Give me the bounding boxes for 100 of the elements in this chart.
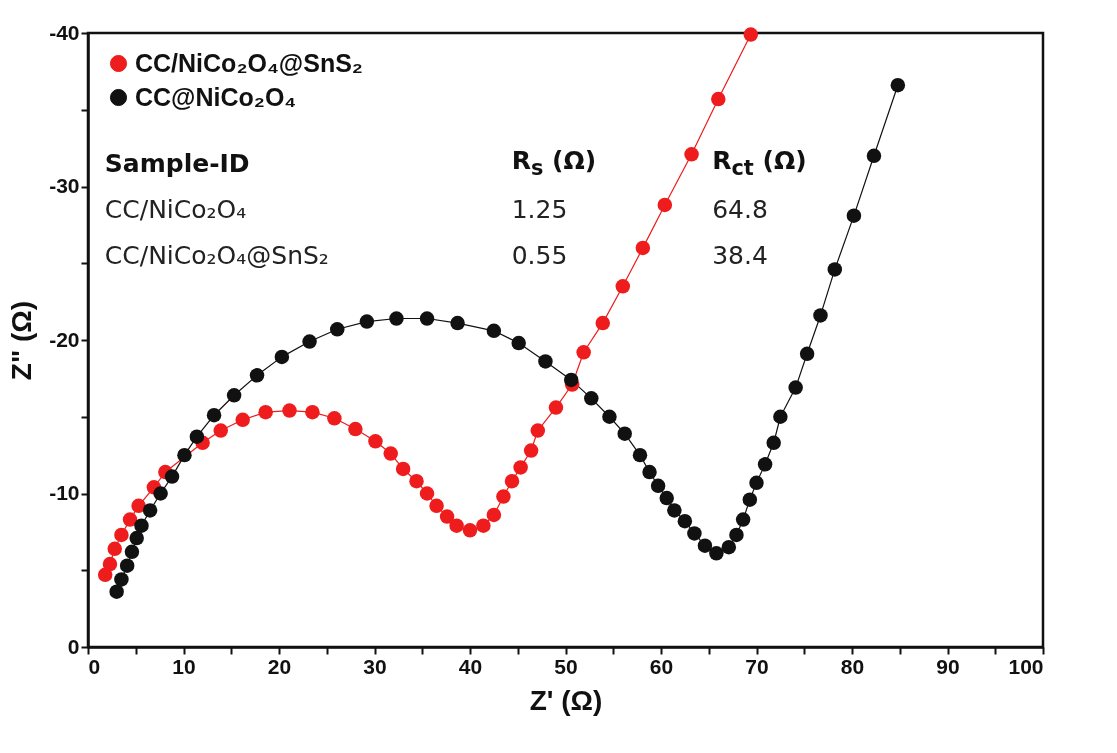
point [496,489,511,504]
point [687,526,702,541]
point [866,148,882,164]
point [659,490,674,506]
annotation: Sample-ID [104,148,250,178]
x-tick-label: 60 [649,654,674,678]
point [124,544,140,560]
point [383,446,398,461]
point [766,435,781,451]
point [711,91,726,107]
point [368,434,383,449]
point [584,391,599,406]
annotation: 38.4 [712,240,768,270]
point [642,464,657,480]
point [114,527,129,543]
point [327,411,342,426]
point [709,546,724,561]
point [684,147,699,162]
point [102,556,118,572]
point [788,380,803,395]
point [742,492,758,507]
point [563,372,579,388]
point [439,509,455,524]
x-tick-label: 30 [363,654,387,678]
point [429,498,444,514]
y-axis-title: Z" (Ω) [6,300,38,381]
point [131,498,146,514]
y-tick-label: 0 [67,634,80,658]
point [548,400,564,415]
point [773,409,788,424]
legend-label: CC@NiCo₂O₄ [135,82,297,111]
point [419,311,435,326]
point [235,412,250,428]
point [576,345,591,360]
x-tick-label: 50 [554,654,578,678]
point [348,421,363,437]
point [462,523,478,538]
point [258,404,273,420]
annotation: CC/NiCo₂O₄ [104,194,247,224]
point [757,457,773,472]
point [617,426,632,441]
point [330,322,345,337]
point [743,27,759,42]
point [667,503,682,518]
y-tick-label: -30 [49,174,80,197]
point [657,197,673,213]
x-tick-label: 10 [172,654,196,678]
point [650,478,666,494]
point [122,512,138,527]
point [129,530,144,546]
point [359,314,375,329]
point [274,349,290,365]
point [107,541,122,556]
point [119,558,135,573]
y-tick-label: -40 [49,20,80,44]
point [476,518,491,533]
point [677,513,693,529]
point [282,403,297,418]
point [206,407,222,423]
point [538,354,553,369]
point [450,315,465,331]
annotation: 1.25 [511,194,568,224]
annotation: R$_{ct}$ (Ω) [712,146,807,181]
annotation: CC/NiCo₂O₄@SnS₂ [104,240,329,270]
point [846,208,862,223]
x-tick-label: 70 [745,654,769,678]
annotation: R$_{s}$ (Ω) [511,146,597,181]
point [523,443,539,458]
point [813,308,828,323]
point [749,475,764,490]
x-tick-label: 90 [936,654,960,678]
point [511,335,526,351]
x-tick-label: 0 [88,654,101,678]
point [177,447,192,463]
point [615,279,631,294]
annotation: 64.8 [712,194,768,224]
point [249,368,265,383]
point [635,240,651,256]
x-axis-title: Z' (Ω) [529,684,603,716]
point [530,423,546,438]
point [602,409,617,424]
x-tick-label: 80 [840,654,865,678]
point [302,334,317,349]
point [735,512,751,527]
point [114,572,129,587]
point [721,539,737,555]
point [419,486,435,501]
point [632,447,648,463]
point [134,518,149,533]
annotation: 0.55 [511,240,568,270]
x-tick-label: 40 [458,654,483,678]
point [142,503,158,518]
x-tick-label: 20 [267,654,292,678]
point [729,527,744,543]
y-tick-label: -10 [49,481,80,504]
point [799,346,815,362]
point [153,486,168,501]
point [697,538,713,553]
point [513,460,528,475]
point [109,584,124,599]
